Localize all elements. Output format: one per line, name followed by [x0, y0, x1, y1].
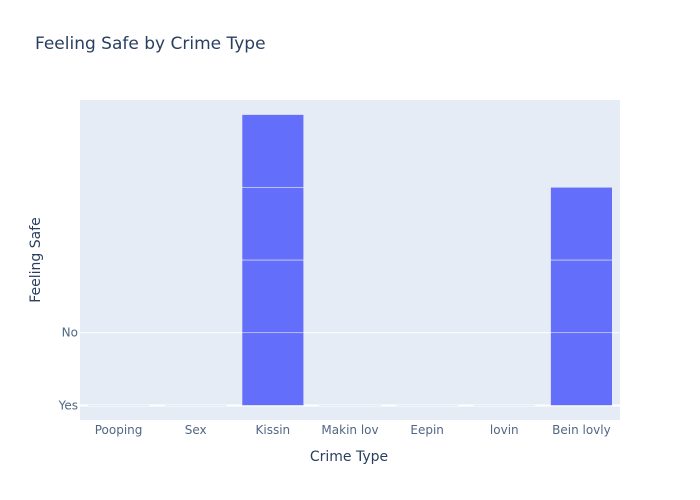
bar-empty — [473, 404, 536, 406]
plot-background — [80, 100, 620, 420]
bars — [87, 114, 613, 406]
bar-empty — [87, 404, 150, 406]
bar-eepin — [396, 404, 458, 406]
y-axis-title: Feeling Safe — [28, 217, 44, 303]
x-tick-labels: Pooping Sex Kissin Makin lov Eepin lovin Bein … — [95, 423, 611, 437]
x-tick-label: Kissin — [256, 423, 291, 437]
x-tick-label: lovin — [490, 423, 519, 437]
y-tick-labels: Yes No — [58, 326, 78, 413]
bar-segment — [241, 114, 305, 188]
bar-segment — [241, 332, 305, 406]
bar-kissin — [241, 114, 305, 406]
bar-empty — [164, 404, 227, 406]
bar-segment — [550, 259, 613, 334]
bar-bein-lovly — [550, 186, 613, 406]
bar-segment — [241, 186, 305, 261]
x-tick-label: Eepin — [410, 423, 444, 437]
x-tick-label: Makin lov — [321, 423, 378, 437]
x-tick-label: Sex — [185, 423, 207, 437]
x-tick-label: Pooping — [95, 423, 143, 437]
bar-segment — [550, 332, 613, 406]
bar-empty — [319, 404, 381, 406]
y-tick-label: Yes — [58, 398, 78, 412]
chart-title: Feeling Safe by Crime Type — [35, 34, 266, 54]
bar-empty — [396, 404, 458, 406]
x-tick-label: Bein lovly — [552, 423, 611, 437]
bar-makin-lov — [319, 404, 381, 406]
x-axis-title: Crime Type — [310, 449, 388, 465]
bar-segment — [550, 186, 613, 261]
bar-segment — [241, 259, 305, 334]
bar-lovin — [473, 404, 536, 406]
bar-sex — [164, 404, 227, 406]
bar-pooping — [87, 404, 150, 406]
y-tick-label: No — [62, 326, 78, 340]
